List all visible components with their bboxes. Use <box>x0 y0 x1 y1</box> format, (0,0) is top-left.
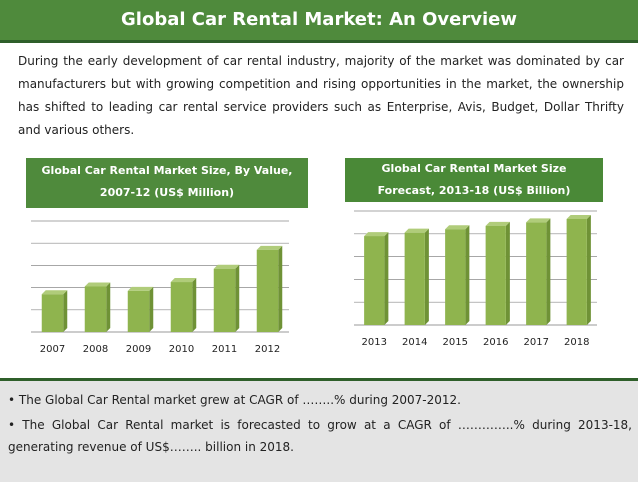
right-bar-chart: 2013 2014 2015 2016 2017 2018 <box>354 210 597 348</box>
right-chart-tick-label: 2013 <box>362 337 387 348</box>
left-chart-tick-label: 2012 <box>255 344 280 355</box>
right-chart-bar <box>566 214 591 325</box>
right-chart-tick-label: 2016 <box>483 337 508 348</box>
right-chart-bar <box>526 218 551 325</box>
left-chart-tick-label: 2008 <box>83 344 108 355</box>
left-chart-bar <box>256 245 283 332</box>
left-chart-title: Global Car Rental Market Size, By Value,… <box>26 158 308 208</box>
left-chart-bar <box>41 290 68 332</box>
left-chart-bar <box>170 278 197 332</box>
intro-paragraph: During the early development of car rent… <box>18 54 624 137</box>
page-title: Global Car Rental Market: An Overview <box>0 0 638 43</box>
right-chart-bar <box>445 225 470 325</box>
left-chart-title-line1: Global Car Rental Market Size, By Value, <box>41 164 293 177</box>
right-chart-tick-label: 2015 <box>443 337 468 348</box>
left-bar-chart: 2007 2008 2009 2010 2011 2012 <box>31 220 289 355</box>
left-chart-bar <box>84 282 111 332</box>
left-chart-tick-label: 2009 <box>126 344 151 355</box>
left-chart-bar <box>127 286 154 332</box>
left-chart-bar <box>213 264 240 332</box>
bullet-cagr-2007-2012: • The Global Car Rental market grew at C… <box>8 393 461 407</box>
right-chart-bar <box>364 232 389 325</box>
left-chart-tick-label: 2011 <box>212 344 237 355</box>
left-chart-tick-label: 2007 <box>40 344 65 355</box>
right-chart-tick-label: 2014 <box>402 337 427 348</box>
summary-box: • The Global Car Rental market grew at C… <box>0 378 638 482</box>
left-chart-title-line2: 2007-12 (US$ Million) <box>99 186 235 199</box>
bullet-cagr-2013-2018: • The Global Car Rental market is foreca… <box>8 418 632 454</box>
left-chart-tick-label: 2010 <box>169 344 194 355</box>
right-chart-bar <box>485 221 510 325</box>
right-chart-bar <box>404 228 429 325</box>
right-chart-tick-label: 2017 <box>524 337 549 348</box>
right-chart-title-line1: Global Car Rental Market Size <box>381 162 567 175</box>
right-chart-tick-label: 2018 <box>564 337 589 348</box>
right-chart-title-line2: Forecast, 2013-18 (US$ Billion) <box>377 184 571 197</box>
right-chart-title: Global Car Rental Market Size Forecast, … <box>345 158 603 202</box>
